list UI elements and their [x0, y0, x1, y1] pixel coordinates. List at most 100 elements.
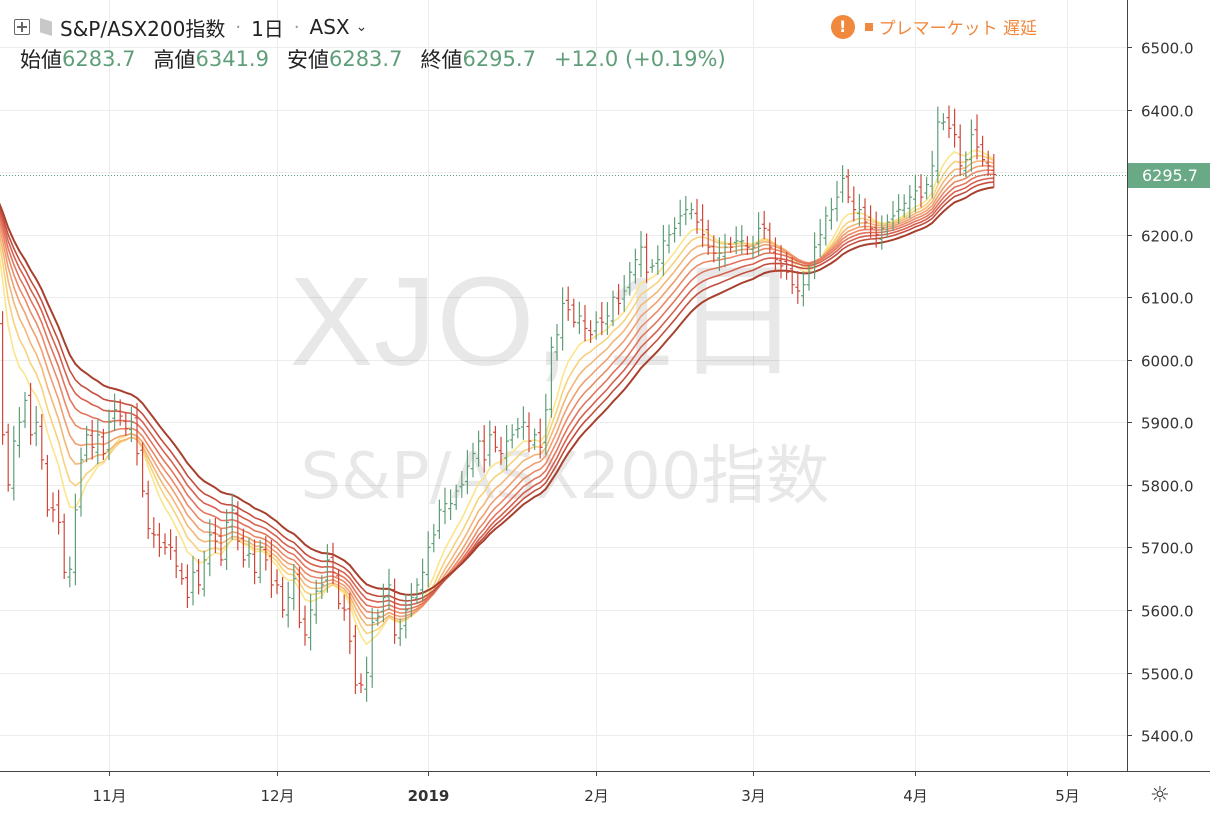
price-axis[interactable]: 6500.06400.06300.06200.06100.06000.05900… [1127, 40, 1194, 746]
ohlc-bar [560, 287, 565, 351]
ohlc-bar [985, 150, 991, 176]
ohlc-bar [649, 259, 655, 273]
price-tick-label: 5700.0 [1141, 540, 1194, 558]
ohlc-bar [857, 194, 862, 226]
high-label: 高値 [153, 48, 196, 72]
last-price-label: 6295.7 [1142, 166, 1198, 185]
market-status[interactable]: ! プレマーケット 遅延 [830, 14, 1037, 39]
ohlc-bar [605, 302, 610, 335]
separator-dot: · [235, 16, 242, 38]
ohlc-bar [549, 336, 554, 418]
ohlc-bar [459, 470, 465, 498]
ohlc-bar [974, 114, 980, 160]
ohlc-bar [655, 245, 661, 275]
ohlc-bar [739, 225, 745, 255]
ohlc-bar [157, 522, 162, 557]
ohlc-bar [241, 528, 246, 568]
chevron-down-icon[interactable]: ⌄ [355, 19, 368, 35]
status-square-icon [864, 22, 873, 31]
ohlc-bar [325, 544, 330, 593]
ohlc-bar [795, 271, 801, 304]
ohlc-bar [196, 559, 201, 595]
ohlc-bar [577, 301, 582, 335]
ohlc-bar [806, 264, 812, 291]
ohlc-bar [297, 567, 302, 629]
price-tick-label: 6200.0 [1141, 228, 1194, 246]
ohlc-bar [582, 304, 588, 342]
ohlc-bar [957, 124, 963, 177]
ohlc-bar [756, 212, 761, 257]
price-tick-label: 5500.0 [1141, 666, 1194, 684]
ohlc-bar [50, 492, 56, 523]
ohlc-bar [392, 578, 397, 644]
settings-gear-icon[interactable]: ☼ [1150, 783, 1170, 808]
expand-icon[interactable] [14, 19, 30, 35]
ohlc-bar [745, 236, 750, 255]
ohlc-bar [257, 540, 263, 584]
ohlc-bar [633, 248, 638, 284]
exchange-label[interactable]: ASX [309, 15, 350, 39]
ohlc-bar [201, 550, 207, 597]
ohlc-bar [823, 206, 829, 246]
ohlc-bar [319, 575, 325, 600]
ohlc-bar [229, 493, 235, 541]
ohlc-bar [851, 186, 857, 222]
ohlc-bar [504, 425, 509, 471]
ohlc-bar [235, 501, 241, 551]
ohlc-bar [644, 233, 649, 284]
open-value: 6283.7 [62, 47, 136, 71]
ohlc-bar [252, 539, 257, 585]
ohlc-bar [448, 489, 453, 521]
ohlc-bar [638, 231, 644, 278]
ohlc-bar [330, 542, 336, 585]
ohlc-bar [123, 412, 129, 436]
ohlc-bar [224, 509, 229, 570]
ohlc-bar [677, 199, 683, 237]
time-axis[interactable]: 11月 12月 2019 2月 3月 4月 5月 [92, 771, 1080, 805]
price-tick-label: 5400.0 [1141, 728, 1194, 746]
ohlc-bar [616, 283, 621, 315]
ohlc-bar [386, 568, 392, 610]
ohlc-bar [728, 236, 733, 253]
ohlc-bar [689, 202, 694, 220]
ohlc-bar [106, 409, 112, 461]
watermark-name: S&P/ASX200指数 [300, 440, 829, 514]
ohlc-bar [991, 153, 997, 188]
ema-line-5 [0, 169, 994, 614]
ohlc-bar [173, 535, 179, 579]
ohlc-bar [896, 194, 901, 224]
symbol-name[interactable]: S&P/ASX200指数 [60, 16, 226, 41]
ohlc-bar [789, 257, 795, 294]
ohlc-bar [840, 165, 845, 203]
ohlc-bar [73, 493, 78, 586]
ohlc-bar [571, 298, 577, 328]
ohlc-bar [879, 215, 885, 250]
ohlc-bar [269, 539, 274, 598]
time-tick-label: 2019 [408, 787, 450, 805]
ohlc-bar [129, 406, 134, 443]
ohlc-bar [246, 537, 252, 568]
ohlc-bar [845, 169, 851, 204]
ohlc-bar [347, 592, 353, 655]
ohlc-bar [397, 618, 403, 647]
ohlc-bar [487, 420, 493, 467]
ohlc-bar [521, 406, 526, 440]
ema-line-3 [0, 160, 995, 627]
high-value: 6341.9 [195, 47, 269, 71]
warning-icon[interactable]: ! [830, 14, 855, 39]
ohlc-bar [941, 113, 946, 131]
ohlc-bar [717, 237, 722, 272]
ohlc-bar [168, 529, 173, 560]
interval-label[interactable]: 1日 [251, 16, 284, 41]
flag-icon [40, 18, 52, 36]
watermark-ticker: XJO, 1日 [289, 251, 800, 392]
ohlc-bar [554, 323, 560, 361]
ohlc-bar [470, 442, 476, 478]
ohlc-bar [364, 656, 369, 702]
ema-line-1 [0, 149, 995, 646]
ohlc-bar [493, 425, 498, 453]
ohlc-bar [291, 564, 297, 611]
ohlc-bar [969, 119, 974, 172]
low-label: 安値 [286, 48, 329, 72]
